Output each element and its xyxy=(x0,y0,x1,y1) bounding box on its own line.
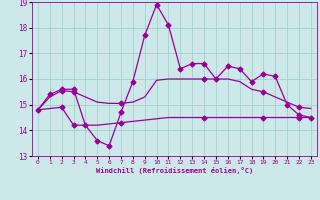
X-axis label: Windchill (Refroidissement éolien,°C): Windchill (Refroidissement éolien,°C) xyxy=(96,167,253,174)
